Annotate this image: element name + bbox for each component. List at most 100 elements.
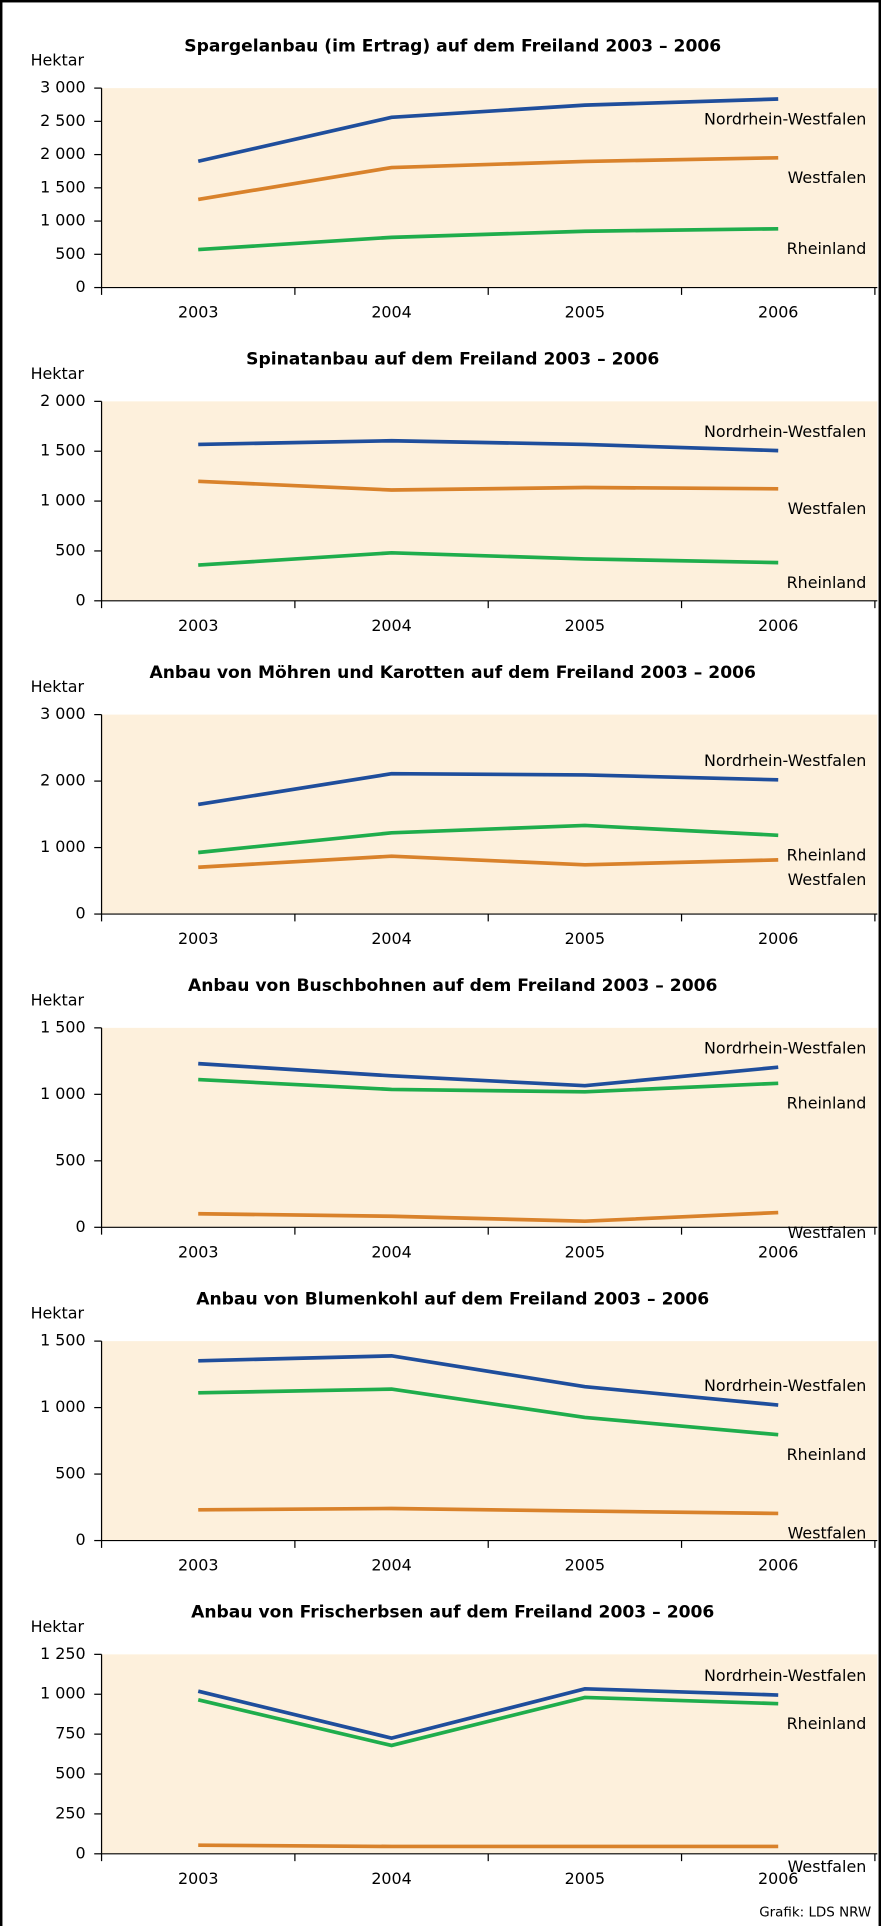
plot-area (101, 1027, 878, 1228)
chart-title: Anbau von Frischerbsen auf dem Freiland … (191, 1603, 714, 1623)
x-tick-label: 2005 (565, 1243, 605, 1262)
y-axis-label: Hektar (31, 1617, 85, 1636)
series-line (197, 155, 779, 202)
y-tick-label: 1 500 (40, 441, 85, 460)
y-tick-label: 750 (55, 1724, 85, 1743)
x-tick-label: 2003 (178, 1556, 218, 1575)
series-label: Westfalen (788, 168, 867, 187)
chart-title: Spargelanbau (im Ertrag) auf dem Freilan… (184, 36, 721, 56)
y-tick-label: 0 (76, 590, 86, 609)
series-label: Westfalen (788, 870, 867, 889)
footer: Grafik: LDS NRW (759, 1906, 871, 1921)
series-line (198, 479, 779, 492)
y-tick-label: 0 (76, 1217, 86, 1236)
x-tick-label: 2003 (178, 929, 218, 948)
y-axis-label: Hektar (31, 990, 85, 1009)
chart-title: Anbau von Buschbohnen auf dem Freiland 2… (188, 976, 717, 996)
y-axis-label: Hektar (31, 364, 85, 383)
chart-title: Spinatanbau auf dem Freiland 2003 – 2006 (246, 350, 659, 370)
x-tick-label: 2005 (565, 616, 605, 635)
x-tick-label: 2006 (758, 929, 798, 948)
series-line (198, 1354, 779, 1407)
x-tick-label: 2004 (371, 929, 411, 948)
plot-area (101, 88, 878, 288)
series-label: Rheinland (787, 1094, 867, 1113)
series-label: Westfalen (788, 1857, 867, 1876)
y-tick-label: 0 (76, 1843, 86, 1862)
x-tick-label: 2006 (758, 1869, 798, 1888)
x-tick-label: 2003 (178, 303, 218, 322)
series-line (197, 97, 779, 164)
x-tick-label: 2004 (371, 303, 411, 322)
series-line (198, 1077, 779, 1094)
series-label: Westfalen (788, 1524, 867, 1543)
y-tick-label: 500 (55, 1764, 85, 1783)
x-tick-label: 2004 (371, 1556, 411, 1575)
series-label: Rheinland (787, 1445, 867, 1464)
series-line (198, 438, 779, 453)
series-label: Westfalen (788, 1223, 867, 1242)
series-line (198, 1387, 779, 1437)
y-tick-label: 1 000 (40, 1684, 85, 1703)
y-axis-label: Hektar (31, 677, 85, 696)
series-label: Nordrhein-Westfalen (704, 1376, 866, 1395)
series-label: Nordrhein-Westfalen (704, 1038, 866, 1057)
y-tick-label: 1 500 (40, 1331, 85, 1350)
y-tick-label: 500 (55, 244, 85, 263)
y-tick-label: 1 500 (40, 1017, 85, 1036)
x-tick-label: 2006 (758, 303, 798, 322)
chart-title: Anbau von Möhren und Karotten auf dem Fr… (149, 663, 756, 683)
series-label: Rheinland (787, 573, 867, 592)
series-label: Rheinland (787, 239, 867, 258)
y-tick-label: 500 (55, 1464, 85, 1483)
y-tick-label: 1 000 (40, 1084, 85, 1103)
series-line (197, 1695, 779, 1748)
y-tick-label: 1 000 (40, 211, 85, 230)
y-tick-label: 1 500 (40, 177, 85, 196)
y-tick-label: 2 000 (40, 771, 85, 790)
series-line (198, 823, 779, 855)
x-tick-label: 2003 (178, 616, 218, 635)
y-tick-label: 3 000 (40, 704, 85, 723)
series-label: Rheinland (787, 846, 867, 865)
chart-title: Anbau von Blumenkohl auf dem Freiland 20… (196, 1289, 709, 1309)
y-tick-label: 2 500 (40, 111, 85, 130)
x-tick-label: 2005 (565, 1869, 605, 1888)
y-tick-label: 1 000 (40, 491, 85, 510)
y-tick-label: 0 (76, 277, 86, 296)
x-tick-label: 2006 (758, 1556, 798, 1575)
series-line (198, 854, 779, 870)
series-label: Nordrhein-Westfalen (704, 751, 866, 770)
series-line (198, 1210, 779, 1224)
y-tick-label: 1 000 (40, 1397, 85, 1416)
x-tick-label: 2003 (178, 1243, 218, 1262)
y-tick-label: 2 000 (40, 144, 85, 163)
y-tick-label: 1 250 (40, 1644, 85, 1663)
plot-area (101, 1341, 878, 1541)
y-tick-label: 500 (55, 1150, 85, 1169)
series-label: Nordrhein-Westfalen (704, 109, 866, 128)
y-axis-label: Hektar (31, 1304, 85, 1323)
plot-area (101, 1654, 878, 1854)
x-tick-label: 2004 (371, 616, 411, 635)
series-label: Nordrhein-Westfalen (704, 422, 866, 441)
series-line (198, 1061, 779, 1088)
series-line (198, 226, 779, 252)
y-tick-label: 2 000 (40, 391, 85, 410)
y-axis-label: Hektar (31, 51, 85, 70)
series-line (197, 1686, 779, 1741)
x-tick-label: 2006 (758, 1243, 798, 1262)
y-tick-label: 3 000 (40, 78, 85, 97)
plot-area (101, 401, 878, 601)
y-tick-label: 0 (76, 904, 86, 923)
y-tick-label: 0 (76, 1530, 86, 1549)
y-tick-label: 1 000 (40, 837, 85, 856)
series-line (198, 1506, 779, 1516)
series-label: Rheinland (787, 1714, 867, 1733)
x-tick-label: 2006 (758, 616, 798, 635)
y-tick-label: 500 (55, 540, 85, 559)
x-tick-label: 2004 (371, 1243, 411, 1262)
series-line (197, 771, 779, 807)
